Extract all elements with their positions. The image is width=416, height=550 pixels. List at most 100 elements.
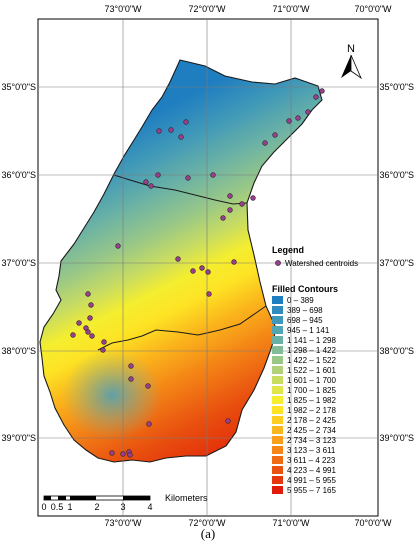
scale-tick-0: 0 (41, 502, 46, 512)
watershed-centroid (146, 421, 152, 427)
legend-title: Legend (272, 245, 304, 255)
lat-tick-right-35s: 35°0'0"S (379, 82, 414, 92)
legend-class-label: 1 422 – 1 522 (287, 356, 336, 365)
watershed-centroid (115, 243, 121, 249)
watershed-centroid (313, 94, 319, 100)
watershed-centroid (175, 256, 181, 262)
scale-bar: 0 0.5 1 2 3 4 Kilometers (41, 493, 208, 512)
watershed-centroid (143, 179, 149, 185)
lon-tick-bottom-73w: 73°0'0"W (104, 518, 142, 528)
legend-class-label: 1 601 – 1 700 (287, 376, 336, 385)
watershed-centroid (190, 268, 196, 274)
watershed-centroid (89, 333, 95, 339)
watershed-centroid (286, 118, 292, 124)
legend-swatch (272, 306, 283, 314)
watershed-centroid (109, 450, 115, 456)
watershed-centroid (199, 265, 205, 271)
watershed-centroid (155, 172, 161, 178)
lon-tick-top-71w: 71°0'0"W (272, 4, 310, 14)
lat-tick-left-37s: 37°0'0"S (1, 258, 36, 268)
watershed-centroid (145, 383, 151, 389)
watershed-centroid (156, 128, 162, 134)
legend-swatch (272, 426, 283, 434)
legend-swatch (272, 416, 283, 424)
watershed-centroid (227, 193, 233, 199)
watershed-centroid (250, 195, 256, 201)
watershed-centroid (87, 315, 93, 321)
scale-tick-1: 1 (67, 502, 72, 512)
watershed-centroid (225, 418, 231, 424)
scale-tick-4: 4 (147, 502, 152, 512)
legend-swatch (272, 476, 283, 484)
watershed-centroid (231, 259, 237, 265)
legend-class-label: 1 982 – 2 178 (287, 406, 336, 415)
watershed-centroid (100, 347, 106, 353)
watershed-centroid (178, 134, 184, 140)
watershed-centroid (70, 332, 76, 338)
watershed-boundaries (97, 174, 267, 351)
lat-tick-left-36s: 36°0'0"S (1, 170, 36, 180)
legend-class-label: 3 123 – 3 611 (287, 446, 336, 455)
legend-swatch (272, 296, 283, 304)
legend-class-label: 389 – 698 (287, 306, 323, 315)
legend: Legend Watershed centroids Filled Contou… (272, 245, 358, 495)
north-arrow-label: N (347, 43, 355, 55)
graticule (38, 19, 378, 516)
legend-class-label: 2 425 – 2 734 (287, 426, 336, 435)
watershed-centroid (128, 376, 134, 382)
watershed-centroid (185, 175, 191, 181)
watershed-centroid (120, 451, 126, 457)
legend-swatch (272, 336, 283, 344)
legend-class-label: 4 223 – 4 991 (287, 466, 336, 475)
legend-class-label: 1 825 – 1 982 (287, 396, 336, 405)
watershed-centroid (85, 329, 91, 335)
legend-swatch (272, 406, 283, 414)
watershed-centroid (76, 320, 82, 326)
watershed-centroid (262, 140, 268, 146)
legend-swatch (272, 456, 283, 464)
watershed-centroid (168, 127, 174, 133)
legend-swatch (272, 376, 283, 384)
legend-swatch (272, 396, 283, 404)
watershed-centroid (148, 183, 154, 189)
legend-class-label: 945 – 1 141 (287, 326, 330, 335)
legend-centroid-symbol (275, 260, 281, 266)
watershed-centroid (128, 363, 134, 369)
legend-swatch (272, 486, 283, 494)
lat-tick-left-38s: 38°0'0"S (1, 346, 36, 356)
legend-class-label: 1 141 – 1 298 (287, 336, 336, 345)
legend-class-label: 1 700 – 1 825 (287, 386, 336, 395)
legend-swatch (272, 326, 283, 334)
watershed-centroid (101, 339, 107, 345)
legend-class-label: 1 522 – 1 601 (287, 366, 336, 375)
legend-class-label: 2 734 – 3 123 (287, 436, 336, 445)
watershed-centroid (272, 132, 278, 138)
lat-tick-right-36s: 36°0'0"S (379, 170, 414, 180)
legend-class-label: 5 955 – 7 165 (287, 486, 336, 495)
scale-unit: Kilometers (165, 493, 208, 503)
watershed-centroid (220, 215, 226, 221)
watershed-centroid (183, 119, 189, 125)
lat-tick-left-39s: 39°0'0"S (1, 433, 36, 443)
legend-class-label: 0 – 389 (287, 296, 314, 305)
watershed-centroid (85, 291, 91, 297)
legend-class-label: 698 – 945 (287, 316, 323, 325)
lon-tick-bottom-70w: 70°0'0"W (354, 518, 392, 528)
legend-class-label: 3 611 – 4 223 (287, 456, 336, 465)
lat-tick-right-39s: 39°0'0"S (379, 433, 414, 443)
watershed-centroid (88, 302, 94, 308)
legend-centroid-label: Watershed centroids (285, 259, 358, 268)
watershed-centroid (127, 452, 133, 458)
legend-swatch (272, 366, 283, 374)
lon-tick-top-72w: 72°0'0"W (188, 4, 226, 14)
lat-tick-right-37s: 37°0'0"S (379, 258, 414, 268)
legend-swatch (272, 386, 283, 394)
lat-tick-left-35s: 35°0'0"S (1, 82, 36, 92)
watershed-centroid (319, 88, 325, 94)
legend-swatch (272, 356, 283, 364)
lon-tick-bottom-71w: 71°0'0"W (272, 518, 310, 528)
legend-class-label: 2 178 – 2 425 (287, 416, 336, 425)
watershed-centroids (70, 88, 325, 458)
